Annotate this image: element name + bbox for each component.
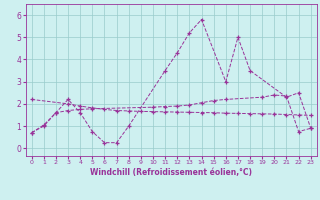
X-axis label: Windchill (Refroidissement éolien,°C): Windchill (Refroidissement éolien,°C) [90, 168, 252, 177]
